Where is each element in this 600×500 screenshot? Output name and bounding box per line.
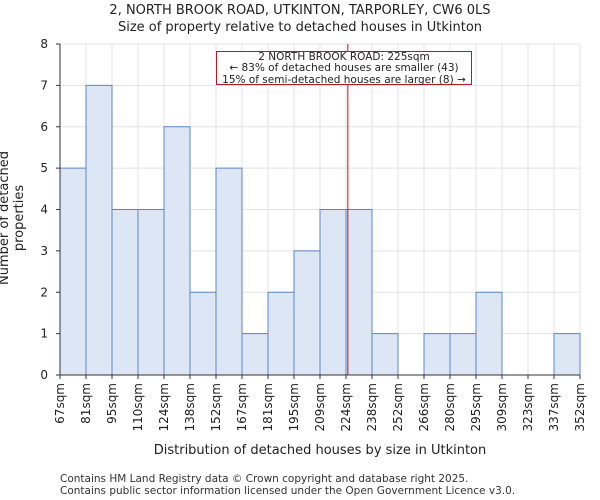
y-tick-label: 5 [40,161,48,175]
x-tick-label: 138sqm [183,383,197,431]
bar-209sqm [319,209,347,376]
footer-copyright: Contains HM Land Registry data © Crown c… [60,473,469,485]
property-annotation-box: 2 NORTH BROOK ROAD: 225sqm ← 83% of deta… [216,51,472,85]
annotation-line-2: ← 83% of detached houses are smaller (43… [229,62,459,75]
x-tick-label: 295sqm [469,383,483,431]
bar-238sqm [371,333,399,376]
bar-181sqm [267,291,295,376]
annotation-line-3: 15% of semi-detached houses are larger (… [222,73,466,86]
y-tick-label: 8 [40,37,48,51]
x-tick-label: 238sqm [365,383,379,431]
x-tick-label: 252sqm [391,383,405,431]
x-tick-label: 124sqm [157,383,171,431]
bar-295sqm [475,291,503,376]
bar-67sqm [59,167,87,376]
bar-195sqm [293,250,321,376]
annotation-line-1: 2 NORTH BROOK ROAD: 225sqm [258,51,430,63]
x-tick-label: 167sqm [235,383,249,431]
x-tick-label: 224sqm [339,383,353,431]
x-tick-label: 81sqm [79,383,93,424]
bar-224sqm [345,209,373,376]
y-tick-label: 0 [40,368,48,382]
x-tick-label: 323sqm [521,383,535,431]
x-tick-label: 337sqm [547,383,561,431]
footer-licence: Contains public sector information licen… [60,485,516,497]
y-axis-label: Number of detached properties [0,151,27,285]
x-tick-label: 209sqm [313,383,327,431]
bar-280sqm [449,333,477,376]
y-tick-label: 7 [40,78,48,92]
bar-124sqm [163,126,191,376]
x-axis-label: Distribution of detached houses by size … [153,443,487,458]
x-tick-label: 266sqm [417,383,431,431]
y-tick-label: 6 [40,120,48,134]
y-tick-label: 4 [40,203,48,217]
bar-138sqm [189,291,217,376]
x-tick-label: 280sqm [443,383,457,431]
x-tick-label: 181sqm [261,383,275,431]
x-tick-label: 67sqm [53,383,67,424]
bar-152sqm [215,167,243,376]
bar-81sqm [85,84,113,376]
x-tick-label: 309sqm [495,383,509,431]
y-tick-label: 1 [40,327,48,341]
y-tick-label: 3 [40,244,48,258]
chart-title-address: 2, NORTH BROOK ROAD, UTKINTON, TARPORLEY… [109,3,491,18]
bar-266sqm [423,333,451,376]
x-tick-label: 152sqm [209,383,223,431]
x-tick-label: 95sqm [105,383,119,424]
x-tick-label: 352sqm [573,383,587,431]
chart-subtitle: Size of property relative to detached ho… [117,20,483,35]
bar-95sqm [111,209,139,376]
x-tick-label: 110sqm [131,383,145,431]
bar-337sqm [553,333,581,376]
bar-110sqm [137,209,165,376]
y-tick-label: 2 [40,285,48,299]
x-tick-label: 195sqm [287,383,301,431]
bar-167sqm [241,333,269,376]
